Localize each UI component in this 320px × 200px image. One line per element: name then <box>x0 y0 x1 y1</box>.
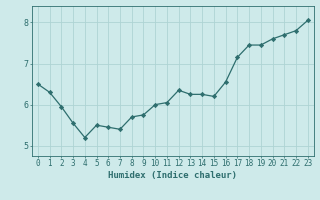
X-axis label: Humidex (Indice chaleur): Humidex (Indice chaleur) <box>108 171 237 180</box>
